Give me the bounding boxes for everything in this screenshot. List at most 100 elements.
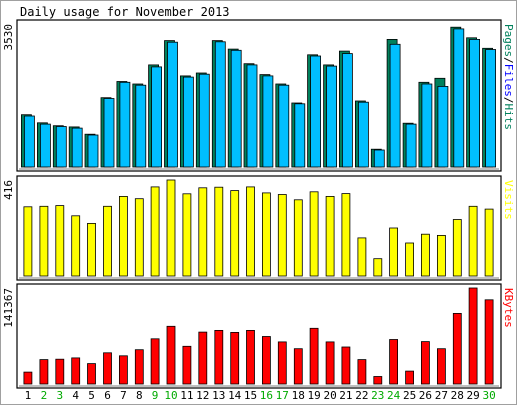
bar-visits-day-4 <box>71 215 81 277</box>
bar-kbytes-day-23 <box>373 376 383 385</box>
bar-visits-day-24 <box>389 227 399 277</box>
bar-files-day-24 <box>389 43 401 168</box>
bar-files-day-15 <box>246 64 258 168</box>
x-tick-label-day-8: 8 <box>136 389 143 402</box>
x-tick-label-day-26: 26 <box>419 389 432 402</box>
series-legend: Pages/Files/Hits <box>502 24 515 130</box>
x-tick-label-day-23: 23 <box>371 389 384 402</box>
panel-2: 416 Visits <box>2 175 515 281</box>
x-tick-label-day-17: 17 <box>276 389 289 402</box>
x-tick-label-day-24: 24 <box>387 389 401 402</box>
bar-kbytes-day-14 <box>230 331 240 385</box>
x-tick-label-day-9: 9 <box>152 389 159 402</box>
bar-visits-day-19 <box>309 191 319 277</box>
series-visits-bars <box>23 179 494 277</box>
y-max-label: 3530 <box>2 24 15 51</box>
x-tick-label-day-25: 25 <box>403 389 416 402</box>
bar-visits-day-21 <box>341 193 351 277</box>
bar-kbytes-day-15 <box>246 329 255 385</box>
bar-files-day-3 <box>55 126 67 168</box>
legend-part-5: Hits <box>502 104 515 131</box>
x-tick-label-day-22: 22 <box>355 389 368 402</box>
panel-1: 3530 Pages/Files/Hits <box>2 19 515 172</box>
x-tick-label-day-5: 5 <box>88 389 95 402</box>
bar-visits-day-17 <box>277 194 287 277</box>
bar-files-day-23 <box>373 149 385 168</box>
bar-visits-day-1 <box>23 206 33 277</box>
bar-visits-day-28 <box>452 219 462 277</box>
bar-kbytes-day-27 <box>436 348 446 385</box>
bar-visits-day-23 <box>373 258 383 277</box>
bar-kbytes-day-1 <box>23 371 33 385</box>
bar-visits-day-11 <box>182 193 192 277</box>
bar-kbytes-day-29 <box>468 287 478 385</box>
bar-kbytes-day-21 <box>341 346 351 385</box>
panel-frame <box>16 283 502 389</box>
bar-visits-day-25 <box>405 242 415 277</box>
legend-part-2: / <box>502 57 515 64</box>
bar-visits-day-2 <box>39 205 49 277</box>
bar-files-day-6 <box>103 98 115 168</box>
bar-files-day-19 <box>310 55 322 168</box>
bar-files-day-7 <box>119 81 131 168</box>
bar-visits-day-8 <box>134 198 144 277</box>
bar-files-day-5 <box>87 134 99 168</box>
x-tick-label-day-29: 29 <box>466 389 479 402</box>
bar-kbytes-day-12 <box>198 331 208 385</box>
legend-part-4: / <box>502 97 515 104</box>
x-tick-label-day-1: 1 <box>25 389 32 402</box>
x-tick-label-day-3: 3 <box>56 389 63 402</box>
bar-kbytes-day-8 <box>134 349 144 385</box>
bar-visits-day-29 <box>468 205 478 277</box>
bar-kbytes-day-11 <box>182 345 192 385</box>
x-tick-label-day-7: 7 <box>120 389 127 402</box>
bar-visits-day-22 <box>357 237 367 277</box>
chart-title: Daily usage for November 2013 <box>20 5 230 19</box>
bar-kbytes-day-2 <box>39 359 49 385</box>
panel-3: 141367 KBytes <box>2 283 515 389</box>
x-tick-label-day-21: 21 <box>339 389 352 402</box>
x-tick-label-day-28: 28 <box>451 389 464 402</box>
bar-files-day-20 <box>326 65 338 168</box>
bar-files-day-28 <box>453 28 465 168</box>
x-tick-label-day-6: 6 <box>104 389 111 402</box>
x-tick-label-day-4: 4 <box>72 389 79 402</box>
series-legend: Visits <box>502 180 515 220</box>
bar-files-day-8 <box>135 84 147 168</box>
bar-kbytes-day-22 <box>357 359 367 385</box>
bar-kbytes-day-6 <box>103 352 112 385</box>
bar-kbytes-day-17 <box>277 341 287 385</box>
bar-visits-day-5 <box>87 222 96 277</box>
x-tick-label-day-18: 18 <box>292 389 305 402</box>
series-files-bars <box>23 28 497 168</box>
bar-files-day-26 <box>421 83 433 168</box>
series-kbytes-bars <box>23 287 494 385</box>
x-axis-labels: 1 2 3 4 5 6 7 8 9 10 11 12 13 14 15 16 17 18 19 20 21 22 23 24 2… <box>25 389 496 402</box>
series-legend: KBytes <box>502 288 515 328</box>
bar-visits-day-16 <box>261 192 271 277</box>
bar-kbytes-day-24 <box>389 339 399 385</box>
bar-kbytes-day-30 <box>484 299 494 385</box>
bar-kbytes-day-25 <box>405 370 415 385</box>
bar-kbytes-day-28 <box>452 312 462 385</box>
bar-files-day-16 <box>262 75 274 168</box>
bar-kbytes-day-10 <box>166 325 176 385</box>
y-max-label: 141367 <box>2 288 15 328</box>
bar-files-day-25 <box>405 123 417 168</box>
legend-part-1: KBytes <box>502 288 515 328</box>
bar-files-day-29 <box>469 39 481 168</box>
bar-kbytes-day-9 <box>150 338 160 385</box>
bar-files-day-10 <box>167 41 178 168</box>
bar-files-day-14 <box>230 49 242 168</box>
bar-visits-day-18 <box>293 199 303 277</box>
bar-visits-day-13 <box>214 186 224 277</box>
x-tick-label-day-20: 20 <box>323 389 336 402</box>
bar-visits-day-14 <box>230 190 240 277</box>
x-tick-label-day-13: 13 <box>212 389 225 402</box>
bar-files-day-1 <box>23 115 35 168</box>
bar-files-day-17 <box>278 84 290 168</box>
panel-frame <box>16 175 502 281</box>
bar-visits-day-20 <box>325 195 335 277</box>
bar-files-day-30 <box>485 49 497 168</box>
